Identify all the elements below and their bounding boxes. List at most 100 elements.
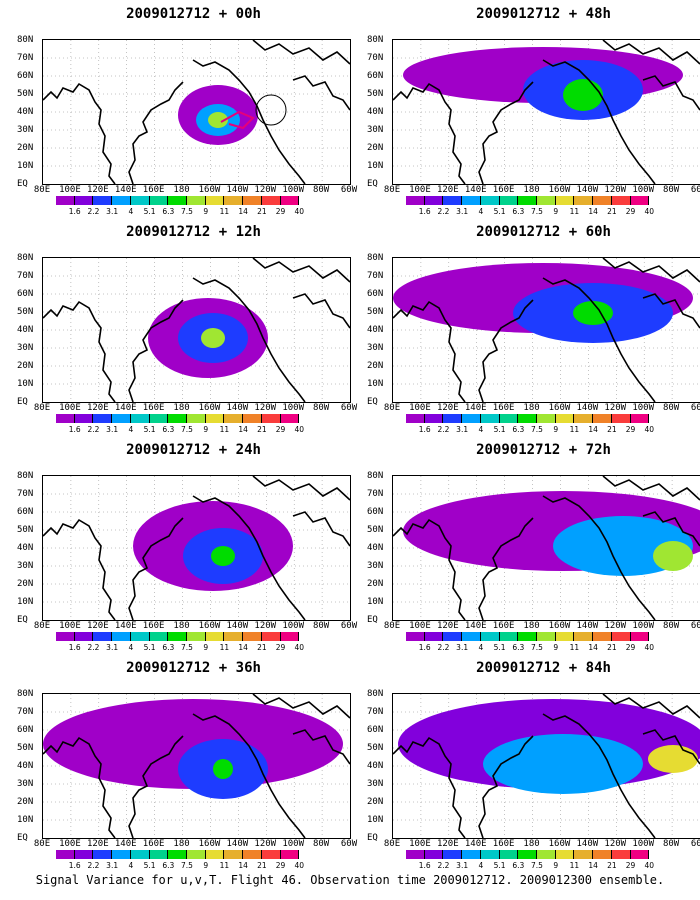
longitude-label: 100W [282,839,305,849]
colorbar-swatch [462,414,481,423]
longitude-label: 100W [282,403,305,413]
longitude-label: 100W [282,185,305,195]
colorbar-swatch [499,414,519,423]
colorbar-swatch [555,414,575,423]
longitude-label: 160E [142,403,165,413]
latitude-label: 80N [367,35,384,45]
longitude-label: 80E [383,621,401,631]
colorbar: 1.6 2.2 3.1 4 5.1 6.3 7.5 9 11 14 21 29 40 [406,850,668,870]
longitude-label: 140E [464,185,487,195]
colorbar-swatch [537,414,556,423]
latitude-label: 40N [367,107,384,117]
map-plot [392,257,700,403]
longitude-label: 140W [226,839,249,849]
colorbar-swatch [112,850,131,859]
colorbar-swatch [443,850,463,859]
longitude-label: 80W [662,839,680,849]
longitude-label: 160E [142,839,165,849]
colorbar-tick-label: 40 [294,425,305,434]
latitude-label: 20N [367,579,384,589]
longitude-label: 160E [492,403,515,413]
longitude-label: 160E [492,185,515,195]
colorbar-tick-label: 29 [625,207,636,216]
latitude-label: 10N [17,597,34,607]
latitude-label: 20N [367,143,384,153]
colorbar-swatch [243,196,262,205]
colorbar-tick-label: 7.5 [181,861,193,870]
longitude-label: 140W [226,621,249,631]
longitude-label: 140W [226,185,249,195]
colorbar-swatch [499,850,519,859]
latitude-label: 40N [17,325,34,335]
longitude-label: 160E [142,185,165,195]
colorbar-swatch [518,850,537,859]
longitude-label: 120W [604,185,627,195]
latitude-label: 50N [17,743,34,753]
latitude-label: 10N [17,161,34,171]
colorbar-tick-label: 11 [569,207,580,216]
longitude-label: 120W [604,839,627,849]
longitude-label: 60W [690,839,700,849]
colorbar-swatch [593,632,612,641]
colorbar-tick-label: 29 [275,643,286,652]
longitude-label: 160W [198,403,221,413]
longitude-label: 100W [282,621,305,631]
longitude-label: 120E [436,621,459,631]
longitude-label: 100W [632,185,655,195]
colorbar-tick-label: 21 [607,861,617,870]
coastline [43,258,350,402]
latitude-label: 20N [367,361,384,371]
latitude-label: 80N [367,689,384,699]
colorbar-swatch [149,196,169,205]
latitude-label: 10N [367,597,384,607]
coastline [393,476,700,620]
longitude-label: 180 [173,621,190,631]
colorbar-tick-label: 2.2 [87,207,100,216]
colorbar-swatch [611,632,631,641]
colorbar-swatch [630,850,650,859]
colorbar-tick-label: 1.6 [68,207,81,216]
colorbar-swatch [424,196,444,205]
panel-title: 2009012712 + 60h [476,224,611,240]
longitude-label: 160W [548,185,571,195]
longitude-label: 140E [464,839,487,849]
longitude-label: 80W [312,621,330,631]
colorbar-swatch [443,196,463,205]
latitude-label: 30N [367,779,384,789]
colorbar-tick-label: 40 [644,861,655,870]
colorbar-tick-label: 4 [128,643,134,652]
longitude-label: 120W [604,403,627,413]
colorbar-swatch [574,414,594,423]
colorbar-swatch [261,414,281,423]
longitude-label: 120W [254,839,277,849]
map-panel: 2009012712 + 84h 80N 70N 60N 50N 40N 30N 20N 10N… [367,660,700,872]
colorbar-swatch [261,850,281,859]
longitude-label: 180 [523,839,540,849]
colorbar-tick-label: 5.1 [143,643,156,652]
colorbar-swatch [518,414,537,423]
colorbar-tick-label: 4 [478,643,484,652]
colorbar-tick-label: 3.1 [106,861,119,870]
longitude-label: 120E [86,403,109,413]
longitude-label: 60W [340,839,358,849]
colorbar-tick-label: 2.2 [437,861,450,870]
longitude-label: 140E [464,403,487,413]
colorbar-tick-label: 5.1 [493,861,506,870]
colorbar-swatch [224,414,244,423]
longitude-label: 60W [340,403,358,413]
latitude-label: 50N [367,89,384,99]
latitude-label: 70N [17,53,34,63]
longitude-label: 180 [523,185,540,195]
colorbar-swatch [205,632,225,641]
colorbar-swatch [112,414,131,423]
latitude-label: 10N [367,379,384,389]
colorbar-swatch [480,196,500,205]
colorbar-swatch [187,414,206,423]
colorbar-tick-label: 29 [275,207,286,216]
panel-title: 2009012712 + 48h [476,6,611,22]
colorbar: 1.6 2.2 3.1 4 5.1 6.3 7.5 9 11 14 21 29 40 [56,414,318,434]
longitude-label: 100E [59,839,81,849]
latitude-label: 50N [17,89,34,99]
colorbar-swatch [593,414,612,423]
colorbar-tick-label: 5.1 [143,207,156,216]
